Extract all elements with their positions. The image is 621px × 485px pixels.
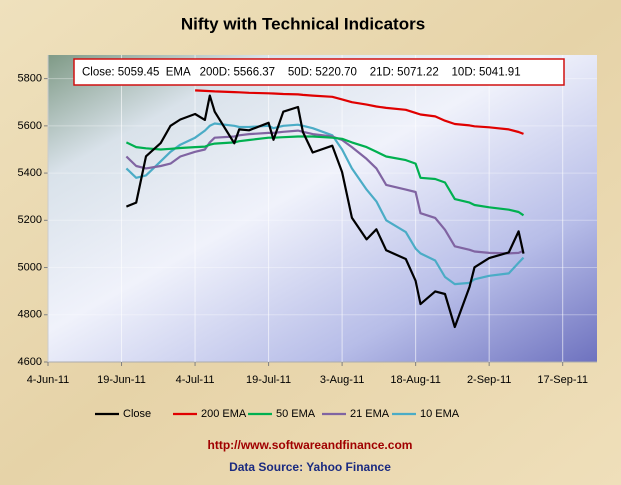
plot-area — [48, 55, 597, 362]
x-tick-label: 4-Jun-11 — [27, 374, 70, 386]
series-line — [125, 129, 524, 255]
annotation: Close: 5059.45 EMA 200D: 5566.37 50D: 52… — [82, 67, 521, 79]
x-tick-label: 4-Jul-11 — [176, 374, 215, 386]
x-tick-label: 19-Jul-11 — [246, 374, 291, 386]
footer-source: Data Source: Yahoo Finance — [229, 460, 391, 474]
y-tick-label: 5600 — [18, 120, 42, 132]
y-tick-label: 5200 — [18, 214, 42, 226]
annotation-box — [73, 58, 565, 86]
y-tick-label: 4600 — [18, 356, 42, 368]
legend-label: 200 EMA — [201, 408, 247, 420]
series-line — [125, 135, 525, 217]
series-line — [195, 89, 524, 135]
y-tick-label: 4800 — [18, 309, 42, 321]
grid: 4600 4800 5000 5200 5400 5600 5800 4-Jun-11 19-J… — [18, 55, 597, 386]
legend-label: 50 EMA — [276, 408, 316, 420]
series-line — [125, 94, 525, 329]
x-tick-label: 3-Aug-11 — [320, 374, 364, 386]
series-line — [125, 122, 525, 286]
legend-label: 10 EMA — [420, 408, 460, 420]
y-tick-label: 5000 — [18, 261, 42, 273]
x-tick-label: 18-Aug-11 — [390, 374, 441, 386]
y-tick-label: 5400 — [18, 167, 42, 179]
legend-label: 21 EMA — [350, 408, 390, 420]
x-tick-label: 19-Jun-11 — [97, 374, 146, 386]
legend: Close 200 EMA 50 EMA 21 EMA 10 EMA — [95, 408, 460, 420]
x-tick-label: 2-Sep-11 — [467, 374, 511, 386]
legend-label: Close — [123, 408, 151, 420]
x-tick-label: 17-Sep-11 — [537, 374, 588, 386]
y-tick-label: 5800 — [18, 73, 42, 85]
lines — [125, 89, 525, 329]
footer-url: http://www.softwareandfinance.com — [208, 438, 413, 452]
chart-title: Nifty with Technical Indicators — [181, 14, 425, 33]
